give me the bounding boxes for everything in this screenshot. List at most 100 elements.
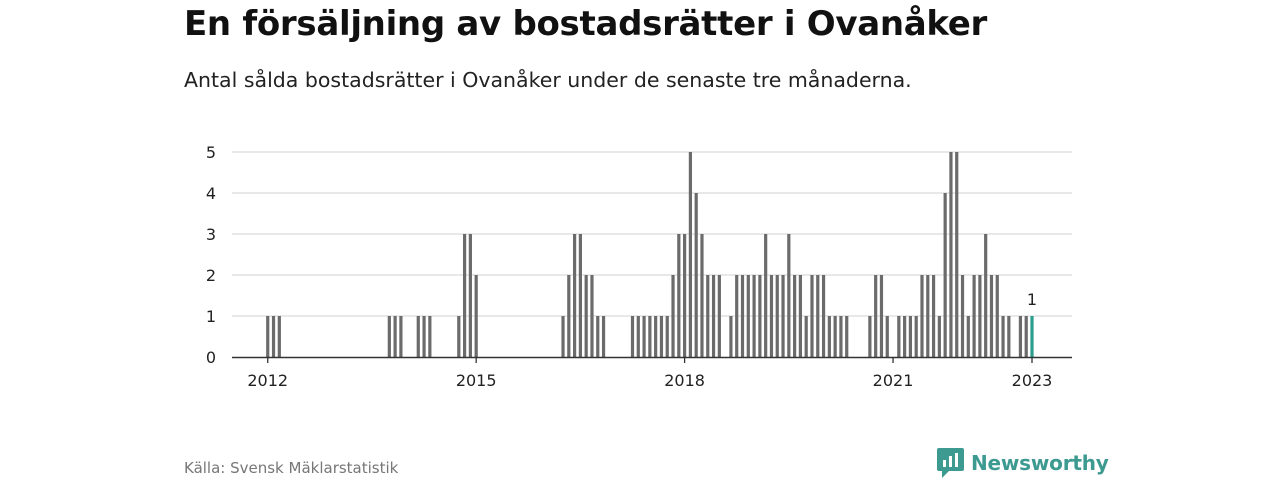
source-note: Källa: Svensk Mäklarstatistik (184, 459, 399, 477)
bar (798, 275, 803, 357)
bar (995, 275, 999, 357)
bar (648, 316, 652, 357)
highlight-bar (1030, 316, 1034, 357)
bar (879, 275, 884, 357)
bar (955, 152, 959, 357)
bar (468, 234, 472, 357)
bar (399, 316, 403, 357)
bar (978, 275, 982, 357)
bar-value-label: 1 (1027, 290, 1037, 309)
brand-name: Newsworthy (971, 451, 1109, 475)
bar (787, 234, 791, 357)
axes: 0 1 2 3 4 5 1 2012 2015 2018 2021 2023 (206, 143, 1072, 390)
bar (781, 275, 785, 357)
bar (561, 316, 565, 357)
bar (874, 275, 878, 357)
bar (920, 275, 924, 357)
bar (746, 275, 750, 357)
bar (711, 275, 716, 357)
bar (683, 234, 687, 357)
bar (908, 316, 913, 357)
bar (654, 316, 658, 357)
bar (885, 316, 889, 357)
bar (966, 316, 970, 357)
x-tick-label: 2012 (247, 371, 288, 390)
bar (665, 316, 669, 357)
bar (636, 316, 640, 357)
bar (457, 316, 461, 357)
bar (833, 316, 837, 357)
bar (1007, 316, 1011, 357)
bar (972, 275, 976, 357)
bar (735, 275, 739, 357)
bar (573, 234, 577, 357)
bar (428, 316, 432, 357)
bar (914, 316, 918, 357)
bar (671, 275, 675, 357)
y-tick-label: 2 (206, 266, 216, 285)
bar (931, 275, 936, 357)
bar (926, 275, 930, 357)
chart-title: En försäljning av bostadsrätter i Ovanåk… (184, 4, 988, 44)
x-tick-label: 2023 (1012, 371, 1053, 390)
bar (821, 275, 826, 357)
bar (943, 193, 947, 357)
bar (659, 316, 664, 357)
y-tick-label: 0 (206, 348, 216, 367)
bar (897, 316, 901, 357)
bar (706, 275, 710, 357)
bar (937, 316, 941, 357)
bar (578, 234, 582, 357)
y-tick-label: 5 (206, 143, 216, 162)
x-tick-label: 2021 (873, 371, 914, 390)
bar (729, 316, 733, 357)
bar (387, 316, 391, 357)
bar (758, 275, 762, 357)
bar (271, 316, 276, 357)
bar (960, 275, 965, 357)
bar (688, 152, 692, 357)
bar (590, 275, 594, 357)
newsworthy-icon (937, 448, 964, 478)
bar (474, 275, 478, 357)
bar (827, 316, 831, 357)
bar (630, 316, 635, 357)
y-tick-label: 1 (206, 307, 216, 326)
x-tick-label: 2018 (664, 371, 705, 390)
bar (868, 316, 872, 357)
bar (416, 316, 420, 357)
chart-subtitle: Antal sålda bostadsrätter i Ovanåker und… (184, 68, 912, 92)
bar (1001, 316, 1005, 357)
bar (793, 275, 797, 357)
bar (393, 316, 397, 357)
bar (700, 234, 704, 357)
bar-chart: 0 1 2 3 4 5 1 2012 2015 2018 2021 2023 (206, 143, 1072, 390)
bar (567, 275, 571, 357)
bar (717, 275, 721, 357)
newsworthy-logo: Newsworthy (937, 448, 1109, 478)
bar (816, 275, 820, 357)
bar (584, 275, 588, 357)
bar (769, 275, 774, 357)
bar (266, 316, 270, 357)
bar (775, 275, 779, 357)
bar (601, 316, 606, 357)
bar (422, 316, 426, 357)
bar (810, 275, 814, 357)
bar (694, 193, 698, 357)
bar (989, 275, 994, 357)
bar (984, 234, 988, 357)
bar (845, 316, 849, 357)
bar (462, 234, 467, 357)
bar (949, 152, 953, 357)
bar (277, 316, 281, 357)
bar (903, 316, 907, 357)
x-tick-label: 2015 (456, 371, 497, 390)
bar (677, 234, 681, 357)
bar (1018, 316, 1023, 357)
bar (752, 275, 756, 357)
bar (764, 234, 768, 357)
bar (596, 316, 600, 357)
bar (804, 316, 808, 357)
bar (839, 316, 843, 357)
